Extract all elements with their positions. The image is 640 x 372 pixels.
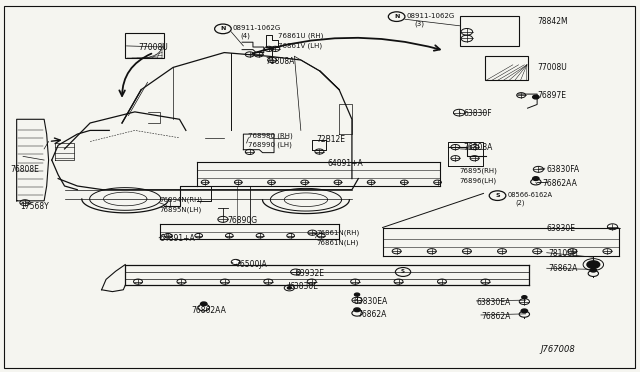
Text: 64891+A: 64891+A bbox=[159, 234, 195, 243]
Text: 76862A: 76862A bbox=[357, 311, 387, 320]
Bar bbox=[461, 16, 519, 46]
Text: J767008: J767008 bbox=[540, 345, 575, 354]
Circle shape bbox=[590, 268, 596, 272]
Text: 76862AA: 76862AA bbox=[191, 306, 226, 315]
Text: (4): (4) bbox=[240, 32, 250, 39]
Circle shape bbox=[354, 308, 360, 312]
Text: 76895N(LH): 76895N(LH) bbox=[159, 206, 202, 213]
Text: 78842M: 78842M bbox=[537, 17, 568, 26]
Text: 76895(RH): 76895(RH) bbox=[460, 168, 497, 174]
Text: 768990 (LH): 768990 (LH) bbox=[248, 142, 292, 148]
Text: 76890G: 76890G bbox=[227, 216, 257, 225]
Circle shape bbox=[532, 177, 539, 180]
Text: 76808A: 76808A bbox=[464, 142, 493, 151]
Text: 76894N(RH): 76894N(RH) bbox=[159, 197, 202, 203]
Text: 76896(LH): 76896(LH) bbox=[460, 177, 497, 184]
Circle shape bbox=[522, 296, 527, 299]
Text: 63830E: 63830E bbox=[547, 224, 576, 233]
Text: 72B12E: 72B12E bbox=[317, 135, 346, 144]
Text: N: N bbox=[220, 26, 226, 31]
Circle shape bbox=[234, 261, 237, 263]
Bar bbox=[125, 33, 164, 58]
Text: 76862A: 76862A bbox=[481, 312, 510, 321]
Text: 77008U: 77008U bbox=[537, 63, 567, 72]
Circle shape bbox=[521, 309, 527, 313]
Text: 76861N(LH): 76861N(LH) bbox=[317, 239, 359, 246]
Text: 63830EA: 63830EA bbox=[476, 298, 511, 307]
Text: 08911-1062G: 08911-1062G bbox=[232, 25, 281, 31]
Text: 76808E: 76808E bbox=[10, 165, 39, 174]
Text: 78100H: 78100H bbox=[548, 249, 579, 258]
Circle shape bbox=[287, 287, 291, 289]
Text: (3): (3) bbox=[415, 20, 424, 26]
Text: 08566-6162A: 08566-6162A bbox=[508, 192, 553, 198]
Text: 08911-1062G: 08911-1062G bbox=[407, 13, 455, 19]
Text: 64891+A: 64891+A bbox=[328, 159, 364, 168]
Text: (2): (2) bbox=[515, 199, 525, 206]
Text: 63830E: 63830E bbox=[289, 282, 318, 291]
Text: 17568Y: 17568Y bbox=[20, 202, 49, 211]
Text: 76862A: 76862A bbox=[548, 264, 578, 273]
Text: 76861N(RH): 76861N(RH) bbox=[317, 230, 360, 236]
Text: 76897E: 76897E bbox=[537, 91, 566, 100]
Text: 63830F: 63830F bbox=[464, 109, 492, 118]
Text: 63830EA: 63830EA bbox=[353, 297, 387, 306]
Circle shape bbox=[355, 293, 360, 296]
Text: N: N bbox=[394, 14, 399, 19]
Circle shape bbox=[587, 261, 600, 268]
Text: 76861U (RH): 76861U (RH) bbox=[278, 33, 324, 39]
Text: S: S bbox=[401, 269, 405, 275]
Text: 76808A: 76808A bbox=[266, 57, 295, 66]
Text: 77008U: 77008U bbox=[138, 42, 168, 51]
Text: S: S bbox=[495, 193, 500, 198]
Circle shape bbox=[532, 95, 539, 99]
Bar bbox=[484, 56, 528, 80]
Text: 63830FA: 63830FA bbox=[547, 165, 580, 174]
Text: 76862AA: 76862AA bbox=[542, 179, 577, 187]
Text: 76861V (LH): 76861V (LH) bbox=[278, 43, 323, 49]
Text: 76500JA: 76500JA bbox=[236, 260, 268, 269]
Text: 63932E: 63932E bbox=[296, 269, 324, 278]
Circle shape bbox=[200, 302, 207, 306]
Text: 768980 (RH): 768980 (RH) bbox=[248, 133, 293, 139]
